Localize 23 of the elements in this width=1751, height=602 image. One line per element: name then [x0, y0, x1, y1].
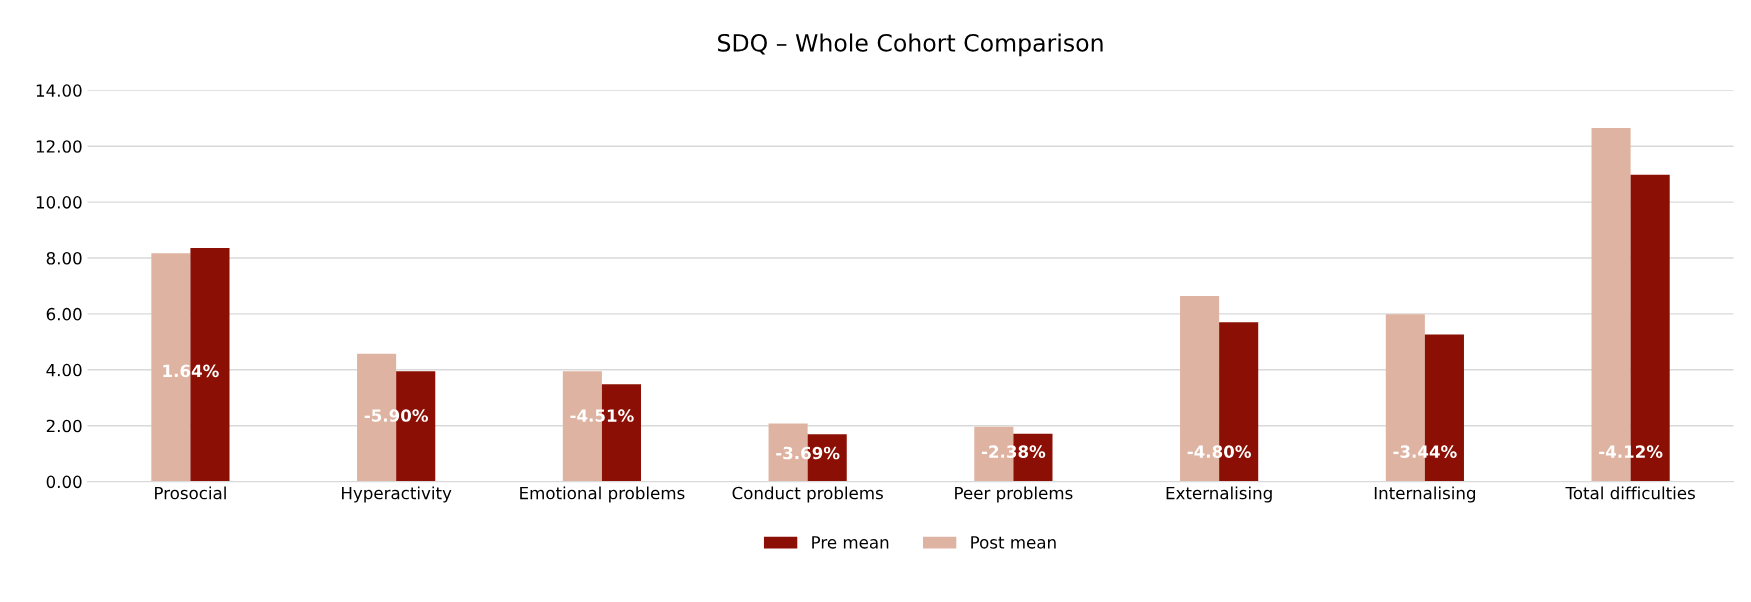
x-tick-label: Total difficulties: [1565, 486, 1695, 500]
annotation: -3.69%: [776, 446, 840, 460]
annotation: -3.44%: [1393, 445, 1457, 458]
x-tick-label: Emotional problems: [520, 486, 685, 503]
y-tick-label: 12.00: [36, 140, 82, 153]
y-tick-label: 4.00: [46, 363, 82, 377]
x-tick-label: Conduct problems: [732, 486, 883, 503]
y-tick-label: 0.00: [46, 475, 82, 489]
y-tick-label: 10.00: [36, 196, 82, 209]
legend-label: Pre mean: [812, 536, 889, 549]
x-tick-label: Externalising: [1166, 486, 1272, 503]
annotation: -4.51%: [570, 409, 634, 422]
y-tick-label: 2.00: [46, 419, 82, 433]
x-tick-label: Prosocial: [155, 486, 226, 500]
y-tick-label: 14.00: [36, 84, 82, 97]
legend-label: Post mean: [971, 536, 1056, 549]
x-tick-label: Hyperactivity: [342, 486, 452, 503]
chart-title: SDQ – Whole Cohort Comparison: [718, 33, 1103, 57]
y-tick-label: 8.00: [46, 251, 82, 265]
annotation: -4.12%: [1599, 445, 1663, 458]
x-tick-label: Peer problems: [955, 486, 1073, 503]
y-tick-label: 6.00: [46, 307, 82, 321]
x-tick-label: Internalising: [1374, 486, 1476, 503]
